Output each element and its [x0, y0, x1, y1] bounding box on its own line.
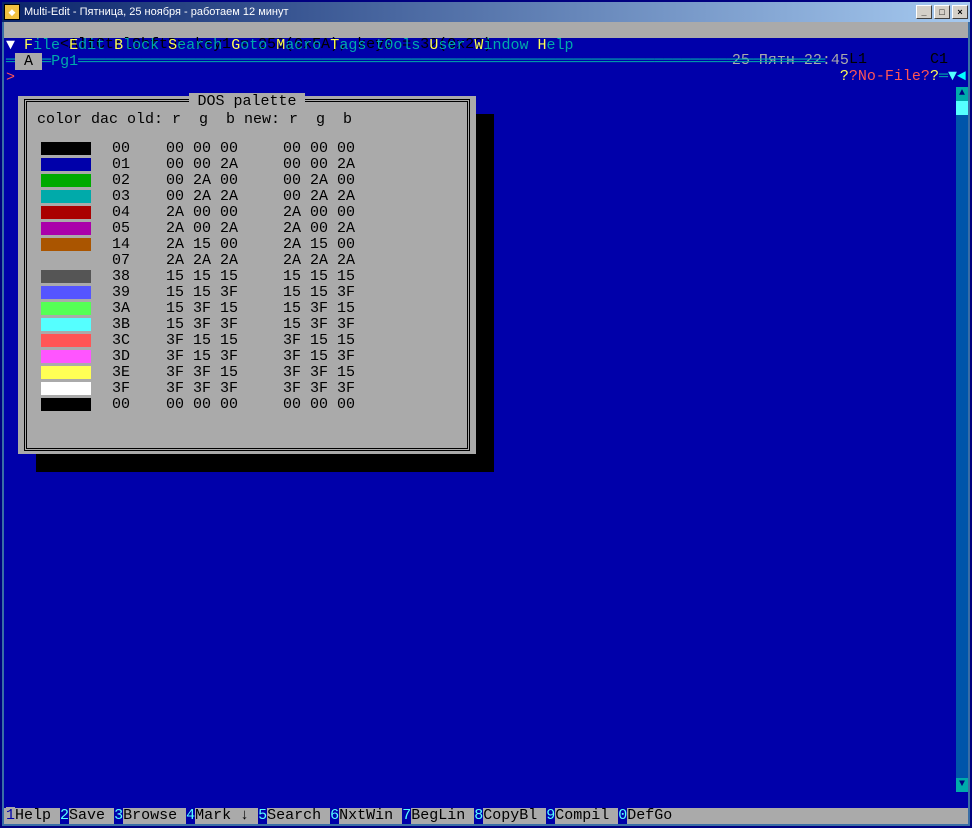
menu-item-help[interactable]: Help	[537, 37, 582, 54]
vertical-scrollbar[interactable]: ▲ ▼	[956, 87, 968, 792]
palette-row[interactable]: 3F 3F 3F 3F 3F 3F 3F	[41, 380, 355, 396]
palette-row[interactable]: 04 2A 00 00 2A 00 00	[41, 204, 355, 220]
fkey-5[interactable]: 5	[258, 807, 267, 824]
fkey-7[interactable]: 7	[402, 807, 411, 824]
color-swatch	[41, 302, 91, 315]
fkey-2[interactable]: 2	[60, 807, 69, 824]
fkey-label-3[interactable]: Browse	[123, 807, 186, 824]
close-button[interactable]: ×	[952, 5, 968, 19]
menu-item-macro[interactable]: Macro	[276, 37, 330, 54]
fkey-label-4[interactable]: Mark ↓	[195, 807, 258, 824]
palette-row[interactable]: 03 00 2A 2A 00 2A 2A	[41, 188, 355, 204]
scroll-up-icon[interactable]: ▲	[956, 87, 968, 101]
scroll-down-icon[interactable]: ▼	[956, 778, 968, 792]
status-line: <AltCtrlShftD> key1 = 250(0xFA), key2 = …	[4, 22, 968, 38]
palette-row[interactable]: 02 00 2A 00 00 2A 00	[41, 172, 355, 188]
palette-row[interactable]: 01 00 00 2A 00 00 2A	[41, 156, 355, 172]
menu-item-block[interactable]: Block	[114, 37, 168, 54]
window-title: Multi-Edit - Пятница, 25 ноября - работа…	[24, 7, 916, 18]
palette-row[interactable]: 3E 3F 3F 15 3F 3F 15	[41, 364, 355, 380]
fkey-label-5[interactable]: Search	[267, 807, 330, 824]
palette-row[interactable]: 05 2A 00 2A 2A 00 2A	[41, 220, 355, 236]
palette-row[interactable]: 3A 15 3F 15 15 3F 15	[41, 300, 355, 316]
no-file-label: ?No-File?	[849, 68, 930, 85]
color-swatch	[41, 254, 91, 267]
fkey-label-2[interactable]: Save	[69, 807, 114, 824]
function-key-bar[interactable]: 1Help 2Save 3Browse 4Mark ↓ 5Search 6Nxt…	[4, 808, 968, 824]
cursor-line[interactable]: >	[4, 70, 968, 86]
menu-item-goto[interactable]: Goto	[231, 37, 276, 54]
dialog-title: DOS palette	[189, 93, 304, 110]
menu-item-window[interactable]: Window	[474, 37, 537, 54]
menu-item-user[interactable]: User	[429, 37, 474, 54]
color-swatch	[41, 382, 91, 395]
title-bar[interactable]: ◆ Multi-Edit - Пятница, 25 ноября - рабо…	[2, 2, 970, 22]
fkey-label-6[interactable]: NxtWin	[339, 807, 402, 824]
fkey-4[interactable]: 4	[186, 807, 195, 824]
fkey-1[interactable]: 1	[6, 807, 15, 824]
color-swatch	[41, 222, 91, 235]
app-icon: ◆	[4, 4, 20, 20]
color-swatch	[41, 286, 91, 299]
color-swatch	[41, 334, 91, 347]
palette-row[interactable]: 00 00 00 00 00 00 00	[41, 396, 355, 412]
color-swatch	[41, 318, 91, 331]
color-swatch	[41, 158, 91, 171]
fkey-8[interactable]: 8	[474, 807, 483, 824]
scroll-thumb[interactable]	[956, 101, 968, 115]
color-swatch	[41, 398, 91, 411]
fkey-label-9[interactable]: Compil	[555, 807, 618, 824]
menu-item-edit[interactable]: Edit	[69, 37, 114, 54]
color-swatch	[41, 366, 91, 379]
color-swatch	[41, 190, 91, 203]
color-swatch	[41, 350, 91, 363]
palette-row[interactable]: 07 2A 2A 2A 2A 2A 2A	[41, 252, 355, 268]
color-swatch	[41, 206, 91, 219]
color-swatch	[41, 142, 91, 155]
fkey-label-8[interactable]: CopyBl	[483, 807, 546, 824]
app-window: ◆ Multi-Edit - Пятница, 25 ноября - рабо…	[0, 0, 972, 828]
fkey-6[interactable]: 6	[330, 807, 339, 824]
color-swatch	[41, 174, 91, 187]
terminal-area: <AltCtrlShftD> key1 = 250(0xFA), key2 = …	[4, 22, 968, 808]
color-swatch	[41, 270, 91, 283]
fkey-9[interactable]: 9	[546, 807, 555, 824]
palette-row[interactable]: 14 2A 15 00 2A 15 00	[41, 236, 355, 252]
palette-row[interactable]: 38 15 15 15 15 15 15	[41, 268, 355, 284]
maximize-button[interactable]: □	[934, 5, 950, 19]
col-pos: C1	[930, 51, 948, 68]
dos-palette-dialog[interactable]: DOS palette color dac old: r g b new: r …	[18, 96, 476, 454]
menu-bar[interactable]: ▼ File Edit Block Search Goto Macro Tags…	[4, 38, 968, 54]
palette-row[interactable]: 3C 3F 15 15 3F 15 15	[41, 332, 355, 348]
fkey-label-0[interactable]: DefGo	[627, 807, 681, 824]
menu-item-t0ols[interactable]: t0ols	[375, 37, 429, 54]
palette-row[interactable]: 3D 3F 15 3F 3F 15 3F	[41, 348, 355, 364]
minimize-button[interactable]: _	[916, 5, 932, 19]
palette-row[interactable]: 39 15 15 3F 15 15 3F	[41, 284, 355, 300]
palette-row[interactable]: 00 00 00 00 00 00 00	[41, 140, 355, 156]
fkey-0[interactable]: 0	[618, 807, 627, 824]
menu-item-file[interactable]: File	[24, 37, 69, 54]
fkey-3[interactable]: 3	[114, 807, 123, 824]
color-swatch	[41, 238, 91, 251]
palette-table: 00 00 00 00 00 00 00 01 00 00 2A 00 00 2…	[41, 140, 355, 412]
menu-item-tags[interactable]: Tags	[330, 37, 375, 54]
fkey-label-1[interactable]: Help	[15, 807, 60, 824]
tab-a[interactable]: A	[15, 53, 42, 70]
tab-row[interactable]: ═ A ═Pg1════════════════════════════════…	[4, 54, 968, 70]
page-indicator: Pg1	[51, 53, 78, 70]
line-pos: L1	[849, 51, 867, 68]
dialog-header: color dac old: r g b new: r g b	[37, 112, 352, 127]
palette-row[interactable]: 3B 15 3F 3F 15 3F 3F	[41, 316, 355, 332]
fkey-label-7[interactable]: BegLin	[411, 807, 474, 824]
menu-item-search[interactable]: Search	[168, 37, 231, 54]
